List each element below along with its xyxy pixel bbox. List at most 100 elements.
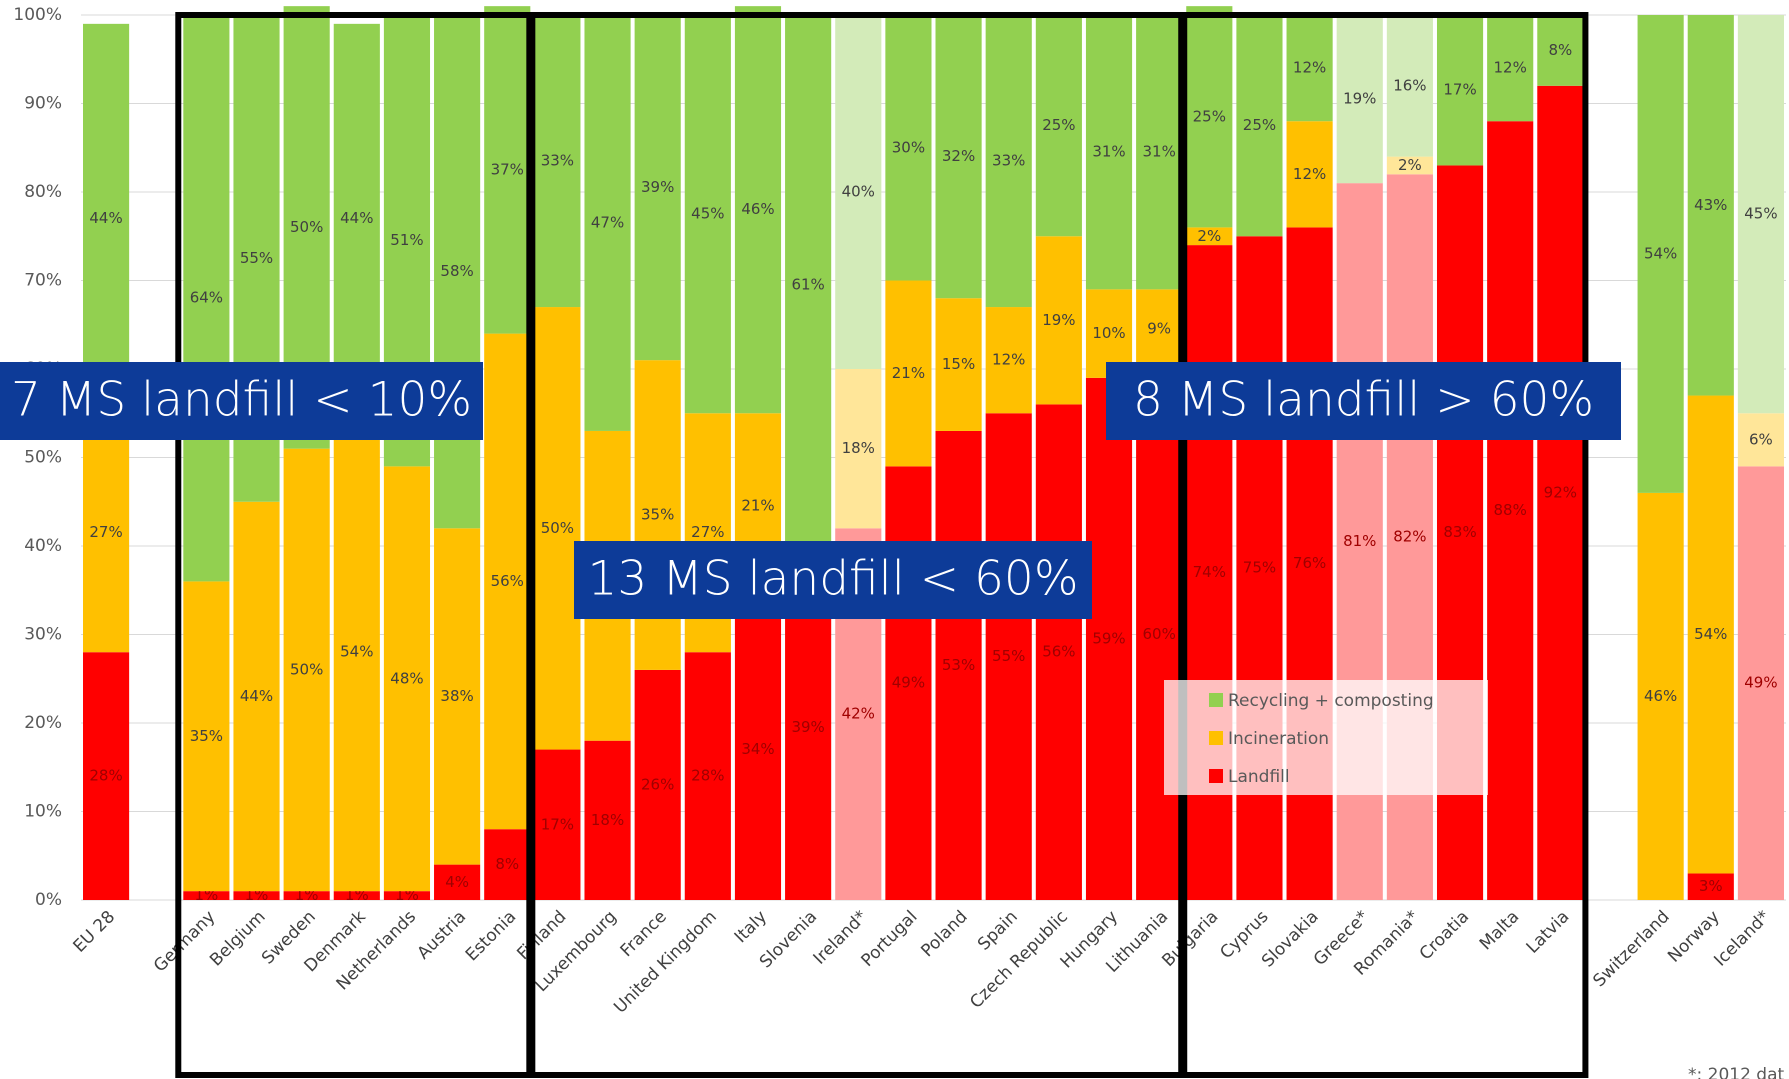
- value-label: 46%: [1644, 687, 1677, 705]
- value-label: 55%: [992, 647, 1025, 665]
- bar-segment: [885, 466, 932, 900]
- bar-segment: [1386, 15, 1433, 157]
- value-label: 49%: [1744, 674, 1777, 692]
- bar-segment: [1637, 492, 1684, 900]
- value-label: 8%: [495, 855, 519, 873]
- value-label: 92%: [1544, 483, 1577, 501]
- value-label: 8%: [1548, 41, 1572, 59]
- bar-segment: [484, 829, 531, 900]
- value-label: 28%: [691, 767, 724, 785]
- annotation-text: 8 MS landfill > 60%: [1133, 373, 1594, 428]
- value-label: 31%: [1092, 143, 1125, 161]
- y-tick-label: 40%: [24, 536, 62, 556]
- value-label: 15%: [942, 355, 975, 373]
- value-label: 74%: [1193, 563, 1226, 581]
- bar-segment: [534, 15, 581, 308]
- bar-segment: [684, 15, 731, 414]
- x-tick-label: EU 28: [69, 907, 119, 957]
- value-label: 16%: [1393, 76, 1426, 94]
- value-label: 33%: [992, 152, 1025, 170]
- value-label: 30%: [892, 138, 925, 156]
- bar-segment: [383, 466, 431, 892]
- annotation-box: [574, 541, 1092, 619]
- value-label: 25%: [1243, 116, 1276, 134]
- value-label: 75%: [1243, 559, 1276, 577]
- bar-segment: [83, 413, 130, 653]
- bar-segment: [1085, 15, 1133, 290]
- value-label: 54%: [1694, 625, 1727, 643]
- value-label: 56%: [1042, 643, 1075, 661]
- value-label: 19%: [1042, 311, 1075, 329]
- bar-segment: [734, 599, 782, 900]
- value-label: 50%: [541, 519, 574, 537]
- value-label: 76%: [1293, 554, 1326, 572]
- value-label: 47%: [591, 213, 624, 231]
- value-label: 2%: [1398, 156, 1422, 174]
- value-label: 2%: [1197, 227, 1221, 245]
- bar-segment: [1035, 236, 1082, 405]
- bar-segment: [1035, 404, 1082, 900]
- bar-segment: [1687, 395, 1734, 874]
- value-label: 26%: [641, 775, 674, 793]
- bar-segment: [985, 413, 1032, 900]
- x-tick-label: Italy: [731, 907, 771, 947]
- value-label: 59%: [1092, 629, 1125, 647]
- value-label: 4%: [445, 873, 469, 891]
- y-tick-label: 20%: [24, 713, 62, 733]
- value-label: 88%: [1494, 501, 1527, 519]
- value-label: 12%: [1293, 165, 1326, 183]
- legend-swatch: [1209, 769, 1223, 783]
- value-label: 27%: [89, 523, 122, 541]
- value-label: 3%: [1699, 877, 1723, 895]
- bar-segment: [1637, 15, 1684, 493]
- y-tick-label: 30%: [24, 625, 62, 645]
- value-label: 37%: [491, 160, 524, 178]
- bar-segment: [935, 298, 982, 431]
- value-label: 35%: [641, 506, 674, 524]
- x-tick-label: Germany: [150, 907, 219, 976]
- x-tick-label: Poland: [917, 907, 971, 961]
- bar-segment: [1236, 15, 1283, 237]
- legend-swatch: [1209, 731, 1223, 745]
- x-tick-label: Portugal: [858, 907, 922, 971]
- bar-segment: [584, 740, 631, 900]
- bar-segment: [1737, 413, 1784, 467]
- bar-segment: [1035, 15, 1082, 237]
- bar-segment: [534, 307, 581, 750]
- value-label: 64%: [190, 289, 223, 307]
- value-label: 45%: [691, 205, 724, 223]
- value-label: 45%: [1744, 205, 1777, 223]
- value-label: 38%: [440, 687, 473, 705]
- bar-segment: [1186, 227, 1233, 246]
- legend-label: Landfill: [1228, 767, 1290, 787]
- value-label: 12%: [992, 351, 1025, 369]
- value-label: 82%: [1393, 528, 1426, 546]
- bar-segment: [835, 369, 882, 529]
- bar-segment: [1136, 289, 1183, 369]
- value-label: 6%: [1749, 430, 1773, 448]
- bar-segment: [1286, 121, 1333, 228]
- bar-segment: [1186, 6, 1233, 228]
- value-label: 25%: [1193, 107, 1226, 125]
- footnote: *: 2012 dat: [1688, 1065, 1785, 1079]
- bar-segment: [333, 891, 380, 900]
- y-tick-label: 100%: [13, 5, 62, 25]
- bar-segment: [935, 15, 982, 299]
- y-tick-label: 10%: [24, 802, 62, 822]
- y-tick-label: 80%: [24, 182, 62, 202]
- bar-segment: [484, 6, 531, 334]
- value-label: 39%: [791, 718, 824, 736]
- value-label: 81%: [1343, 532, 1376, 550]
- bar-segment: [885, 15, 932, 281]
- y-tick-label: 50%: [24, 448, 62, 468]
- x-tick-label: Iceland*: [1710, 907, 1774, 971]
- bar-segment: [684, 652, 731, 900]
- legend-label: Incineration: [1228, 729, 1329, 749]
- value-label: 34%: [741, 740, 774, 758]
- value-label: 53%: [942, 656, 975, 674]
- y-tick-label: 90%: [24, 94, 62, 114]
- bar-segment: [1487, 15, 1534, 122]
- bar-segment: [1286, 15, 1333, 122]
- bar-segment: [434, 15, 481, 529]
